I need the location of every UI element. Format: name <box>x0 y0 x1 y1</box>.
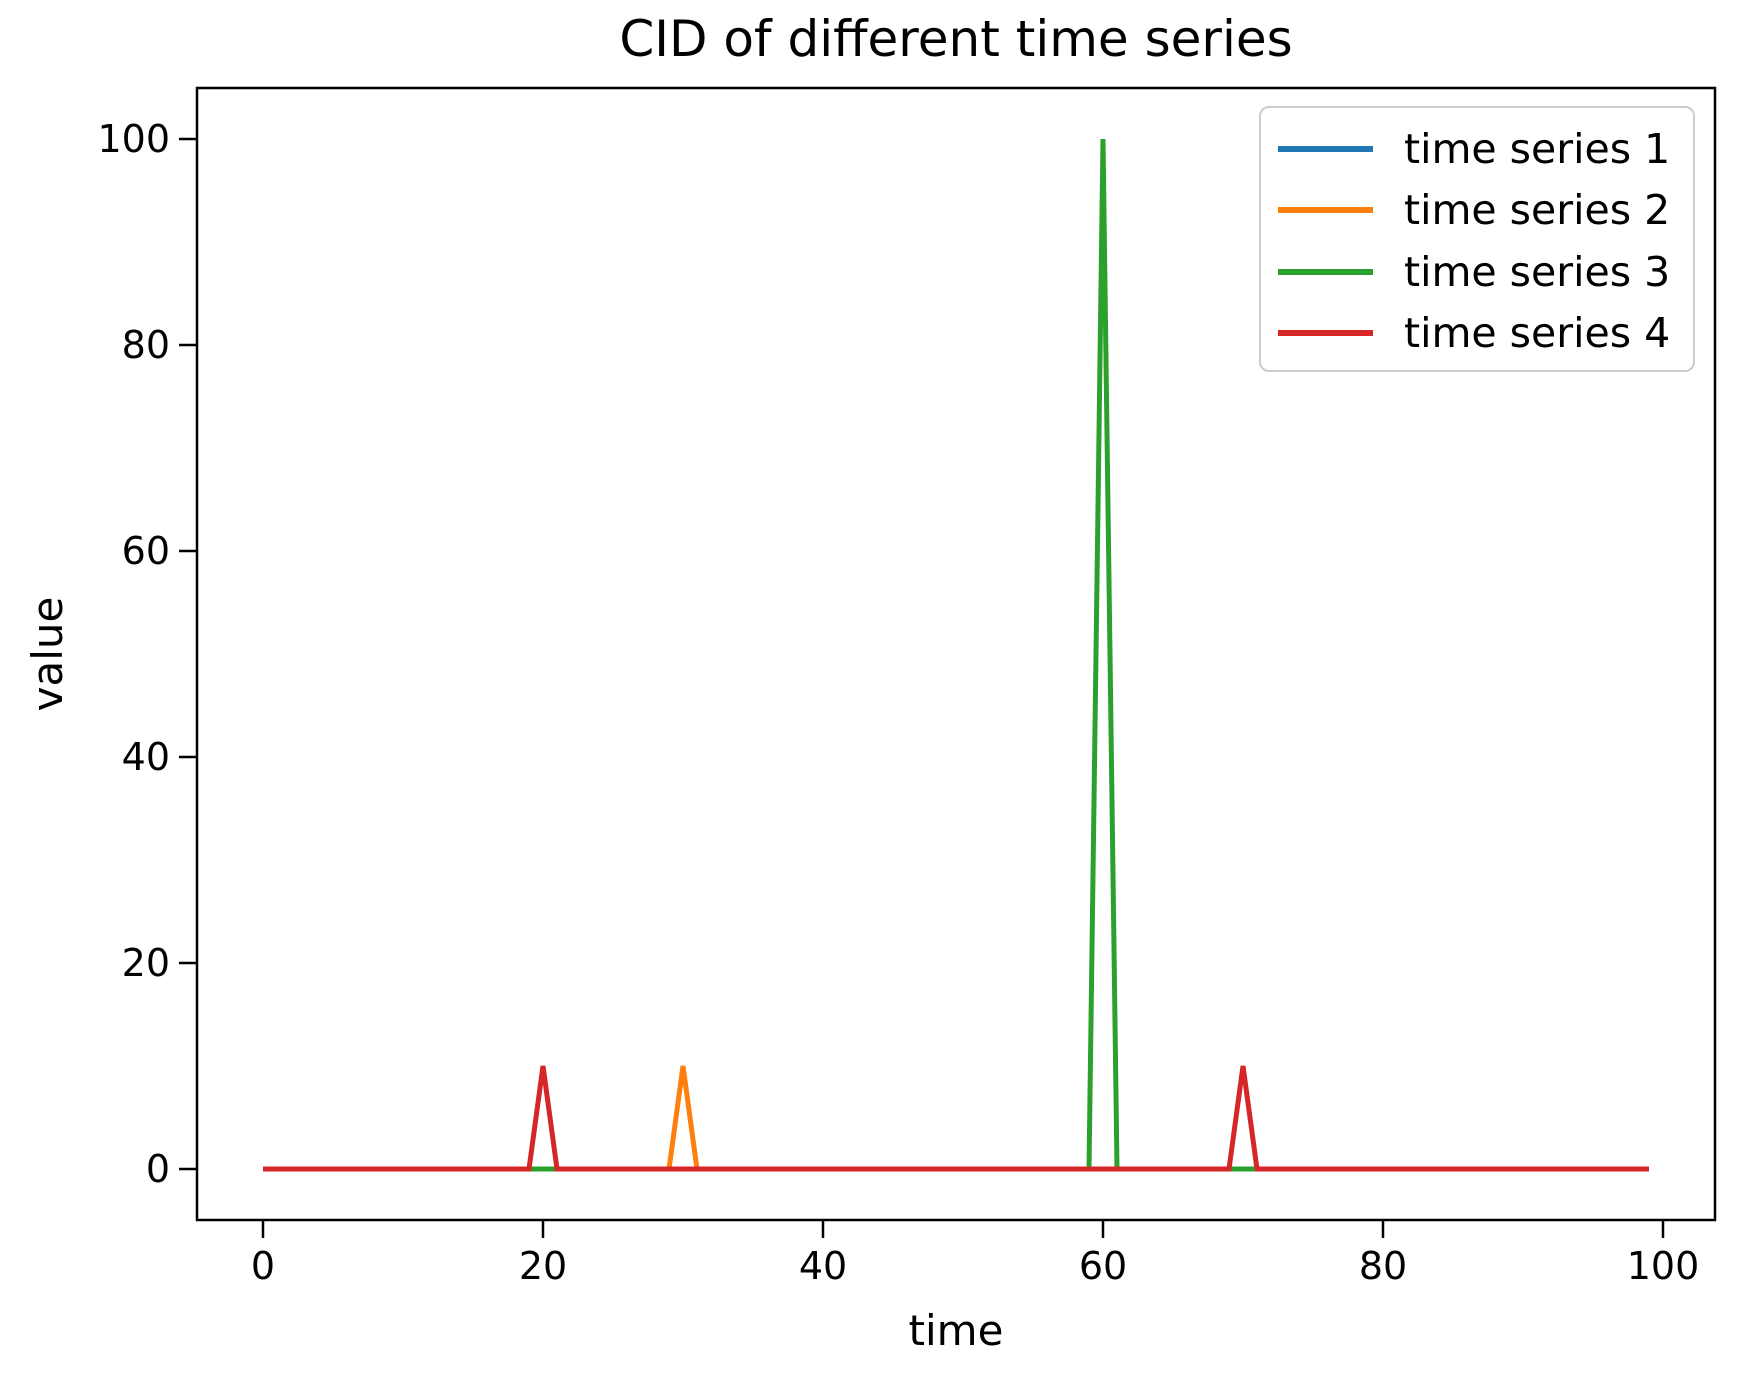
legend-label: time series 2 <box>1404 186 1671 235</box>
legend-label: time series 4 <box>1404 309 1671 358</box>
x-axis-label: time <box>908 1306 1004 1355</box>
legend-label: time series 3 <box>1404 247 1671 296</box>
y-tick-label: 40 <box>121 735 170 779</box>
x-tick-label: 80 <box>1358 1244 1408 1288</box>
y-tick-label: 80 <box>121 323 170 367</box>
x-tick-label: 100 <box>1626 1244 1700 1288</box>
legend-line-sample-icon <box>1278 268 1373 275</box>
tick-marks <box>179 137 1665 1238</box>
legend-entry: time series 4 <box>1261 309 1693 357</box>
legend-entry: time series 1 <box>1261 125 1693 173</box>
legend-line-sample-icon <box>1278 145 1373 152</box>
x-tick-label: 0 <box>250 1244 276 1288</box>
axes-frame <box>195 86 1717 1222</box>
legend-line-sample-icon <box>1278 330 1373 337</box>
y-tick-label: 20 <box>121 941 170 985</box>
y-tick-label: 60 <box>121 529 170 573</box>
y-axis-label: value <box>23 596 72 712</box>
series-lines <box>263 138 1649 1172</box>
chart-title: CID of different time series <box>619 10 1293 68</box>
legend-label: time series 1 <box>1404 124 1671 173</box>
legend-line-sample-icon <box>1278 207 1373 214</box>
y-tick-label: 100 <box>97 117 170 161</box>
series-line-time-series-4 <box>263 1065 1649 1172</box>
legend-entry: time series 2 <box>1261 186 1693 234</box>
legend-entry: time series 3 <box>1261 248 1693 296</box>
x-tick-label: 60 <box>1078 1244 1128 1288</box>
y-tick-label: 0 <box>145 1147 170 1191</box>
legend: time series 1 time series 2 time series … <box>1259 106 1695 372</box>
x-tick-label: 20 <box>518 1244 568 1288</box>
x-tick-label: 40 <box>798 1244 848 1288</box>
series-line-time-series-2 <box>263 1065 1649 1172</box>
